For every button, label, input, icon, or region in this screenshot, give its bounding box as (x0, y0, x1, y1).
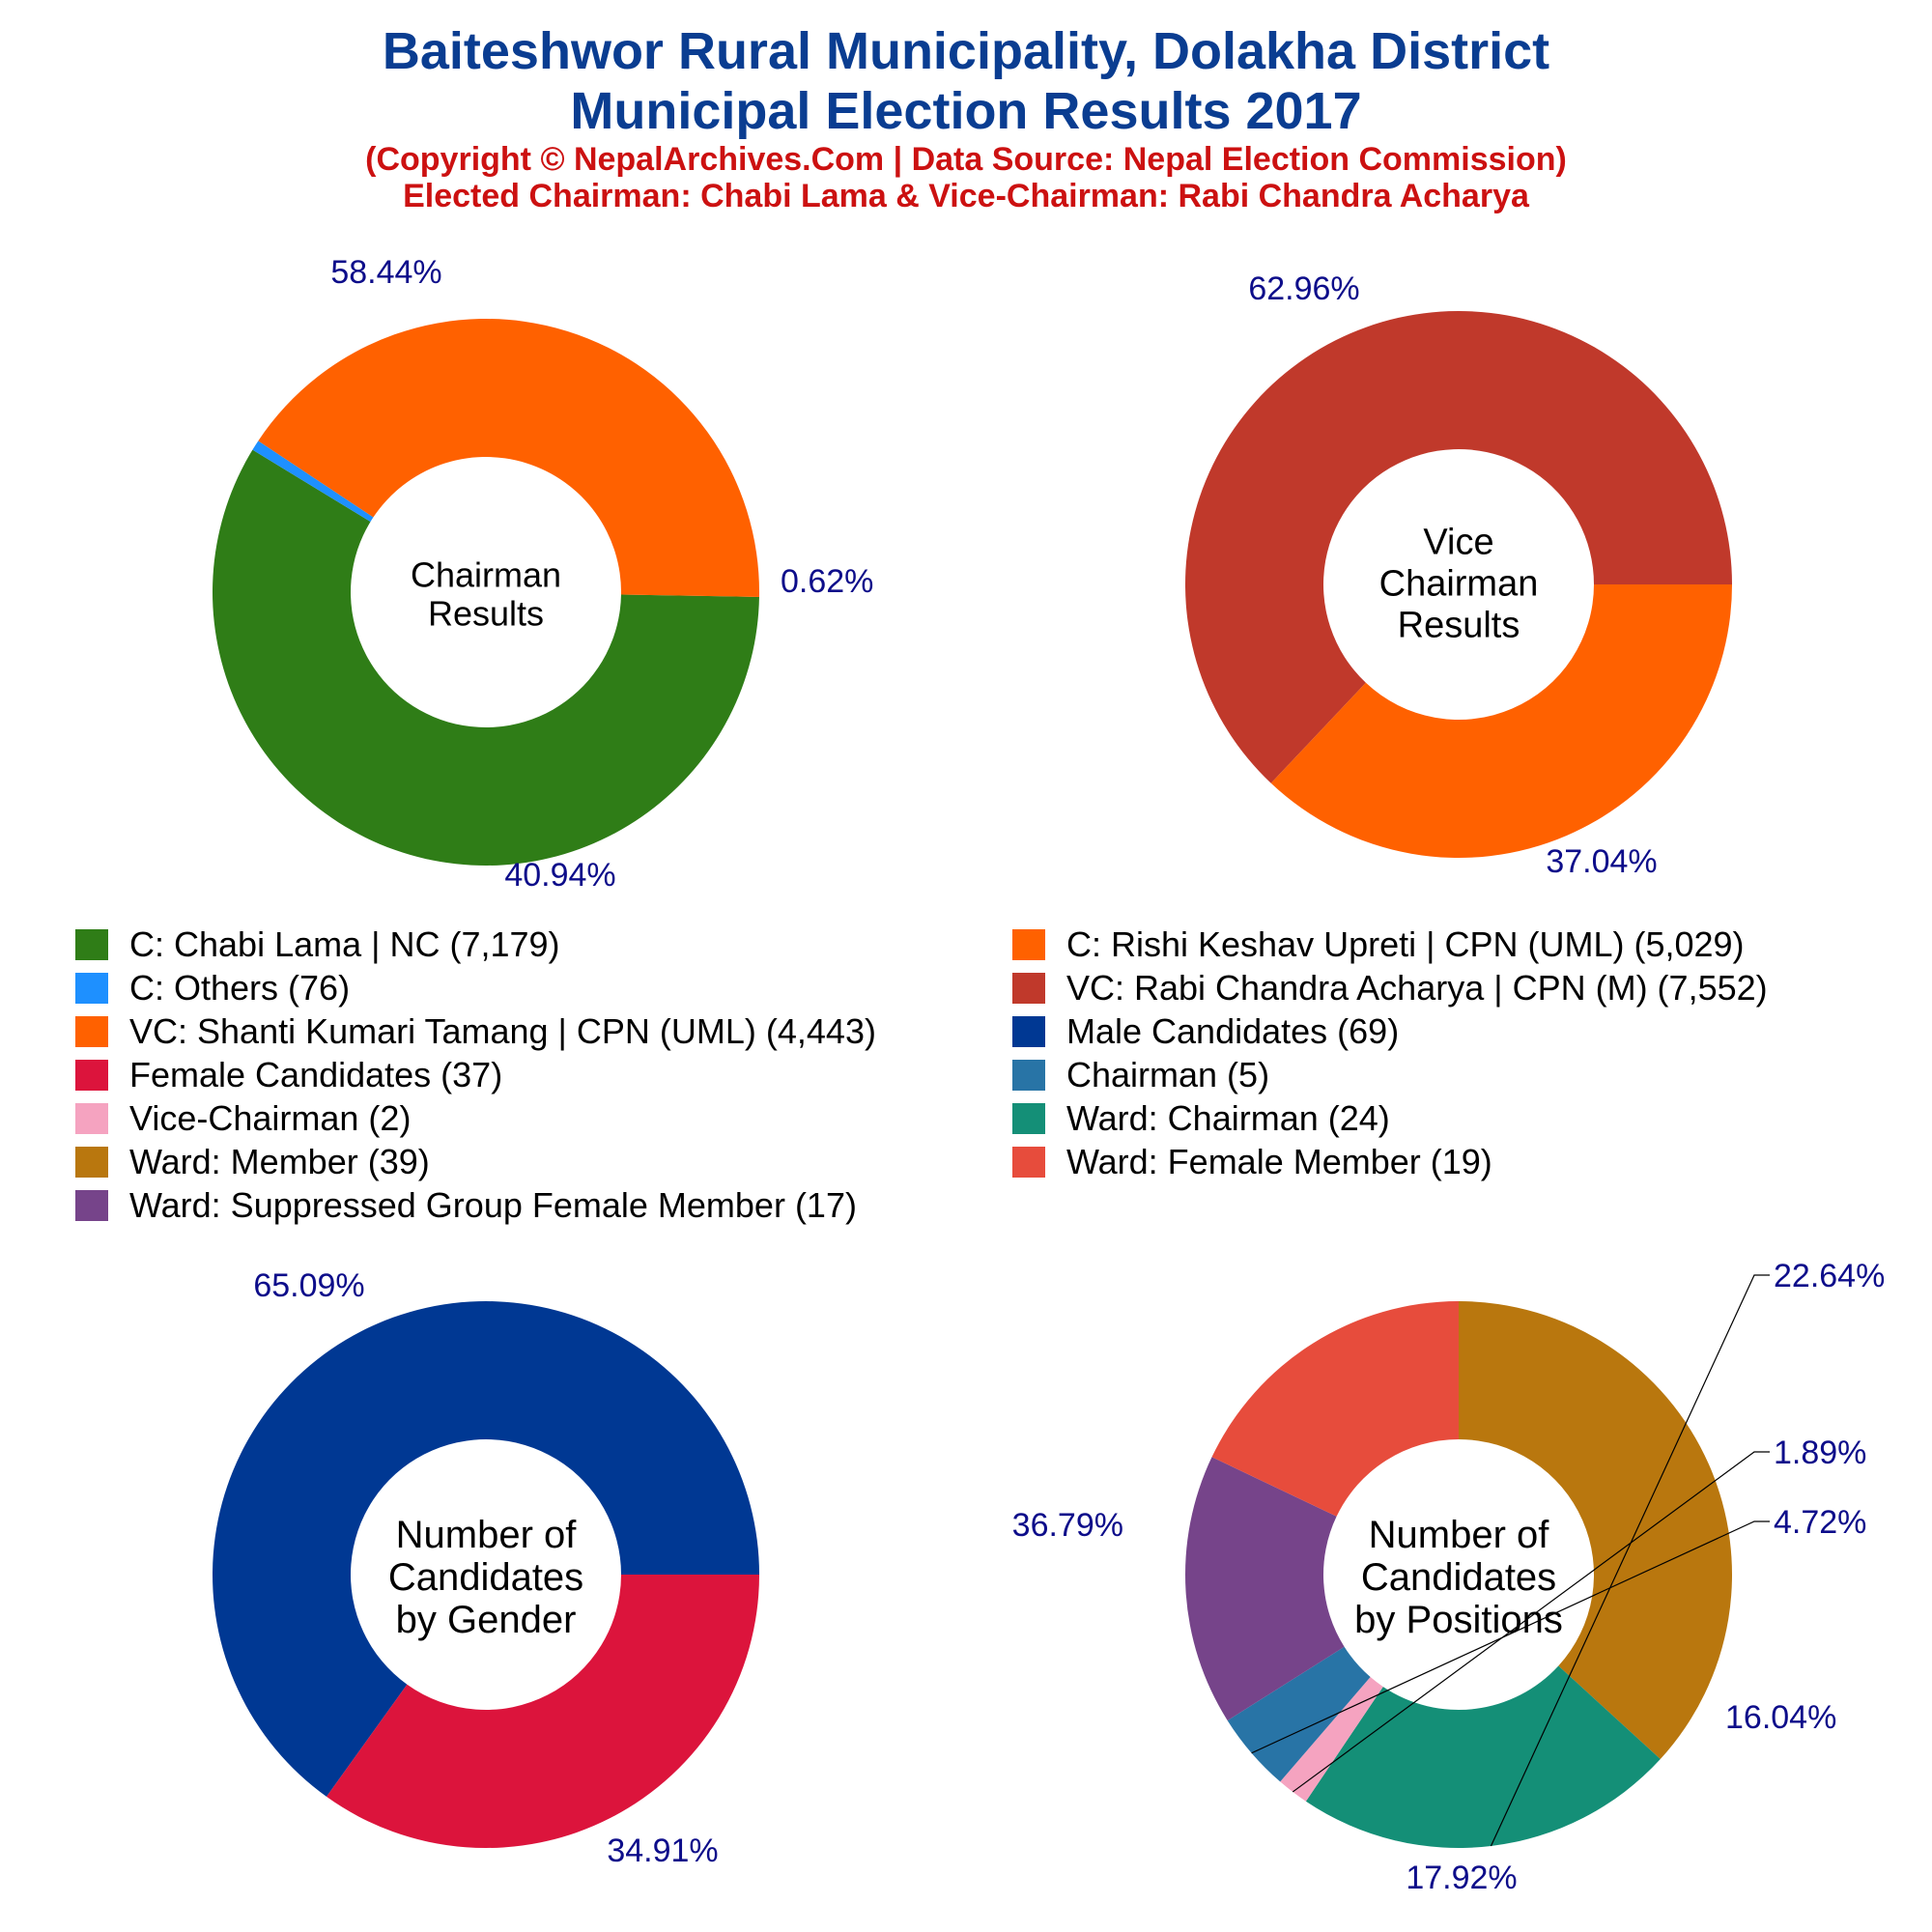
elected-note: Elected Chairman: Chabi Lama & Vice-Chai… (403, 178, 1529, 214)
donut-center-label: Candidates (1361, 1556, 1556, 1599)
donut-center-label: by Gender (396, 1599, 577, 1641)
donut-center-label: Number of (396, 1514, 578, 1556)
donut-slice (1280, 1677, 1383, 1802)
percent-label: 40.94% (504, 857, 615, 894)
donut-center-label: Vice (1423, 522, 1493, 562)
percent-label: 36.79% (1012, 1507, 1123, 1544)
donut-center-label: Chairman (1379, 563, 1539, 604)
donut-center-label: Number of (1369, 1514, 1550, 1556)
donut-slice (213, 449, 759, 866)
percent-label: 37.04% (1546, 843, 1657, 880)
donut-slice (1184, 1457, 1345, 1721)
donut-slice (1305, 1665, 1661, 1848)
percent-label: 17.92% (1406, 1860, 1517, 1896)
donut-chart-4: 36.79% 22.64% 1.89% 4.72% 16.04% 17.92% Number… (1012, 1258, 1886, 1896)
donut-slice (327, 1575, 759, 1848)
leader-line (1251, 1520, 1770, 1754)
donut-center-label: Results (1398, 605, 1520, 645)
percent-label: 16.04% (1725, 1699, 1836, 1736)
donut-slice (213, 1301, 760, 1797)
copyright-note: (Copyright © NepalArchives.Com | Data So… (365, 141, 1567, 178)
donut-slice (1211, 1301, 1459, 1517)
donut-slice (1270, 584, 1732, 859)
percent-label: 22.64% (1774, 1258, 1885, 1294)
leader-line (1292, 1451, 1770, 1793)
donut-slice (1459, 1301, 1732, 1760)
chart-title-block: Baiteshwor Rural Municipality, Dolakha D… (0, 21, 1932, 214)
donut-center-label: by Positions (1354, 1599, 1563, 1641)
percent-label: 1.89% (1774, 1435, 1866, 1471)
chart-title: Baiteshwor Rural Municipality, Dolakha D… (382, 22, 1550, 80)
percent-label: 34.91% (607, 1833, 718, 1869)
percent-label: 58.44% (330, 254, 441, 291)
donut-center-label: Candidates (388, 1556, 583, 1599)
donut-center-label: Results (428, 594, 544, 634)
donut-center-label: Chairman (411, 555, 561, 595)
donut-slice (258, 319, 759, 597)
leader-line (1490, 1274, 1770, 1847)
chart-subtitle: Municipal Election Results 2017 (570, 82, 1362, 140)
donut-slice (1185, 311, 1732, 783)
percent-label: 62.96% (1248, 270, 1359, 307)
percent-label: 65.09% (253, 1267, 364, 1304)
percent-label: 0.62% (781, 563, 873, 600)
percent-label: 4.72% (1774, 1504, 1866, 1541)
donut-slice (252, 440, 374, 523)
